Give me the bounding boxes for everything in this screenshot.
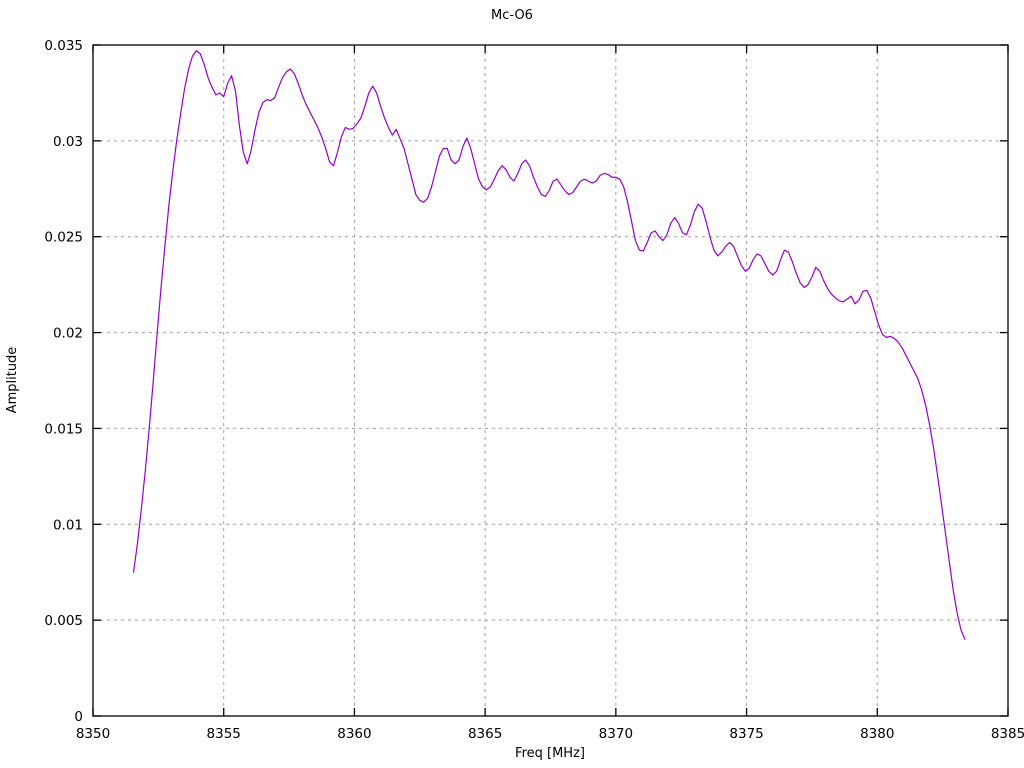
x-tick-label: 8350 (76, 726, 110, 742)
x-tick-label: 8370 (599, 726, 633, 742)
chart-title: Mc-O6 (491, 8, 533, 23)
x-axis-tick-labels: 8350 8355 8360 8365 8370 8375 8380 8385 (76, 726, 1024, 742)
x-tick-label: 8375 (729, 726, 763, 742)
x-tick-label: 8385 (991, 726, 1024, 742)
x-axis-ticks (92, 45, 1009, 716)
series-polyline (132, 50, 966, 640)
x-tick-label: 8380 (860, 726, 894, 742)
plot-frame (92, 44, 1009, 717)
y-tick-label: 0.02 (53, 326, 83, 342)
data-series-line (132, 50, 966, 640)
y-axis-tick-labels: 0 0.005 0.01 0.015 0.02 0.025 0.03 0.035 (44, 38, 83, 725)
y-axis-label: Amplitude (5, 347, 20, 414)
y-axis-ticks (93, 44, 1008, 717)
x-axis-label: Freq [MHz] (515, 746, 585, 761)
y-gridlines (93, 140, 1008, 621)
y-tick-label: 0.035 (44, 38, 83, 54)
y-tick-label: 0.005 (44, 613, 83, 629)
x-tick-label: 8355 (207, 726, 241, 742)
y-tick-label: 0.025 (44, 230, 83, 246)
x-tick-label: 8360 (337, 726, 371, 742)
x-tick-label: 8365 (468, 726, 502, 742)
y-tick-label: 0.03 (53, 134, 83, 150)
y-tick-label: 0.01 (53, 517, 83, 533)
y-tick-label: 0 (74, 709, 83, 725)
y-tick-label: 0.015 (44, 421, 83, 437)
x-gridlines (223, 45, 1009, 716)
